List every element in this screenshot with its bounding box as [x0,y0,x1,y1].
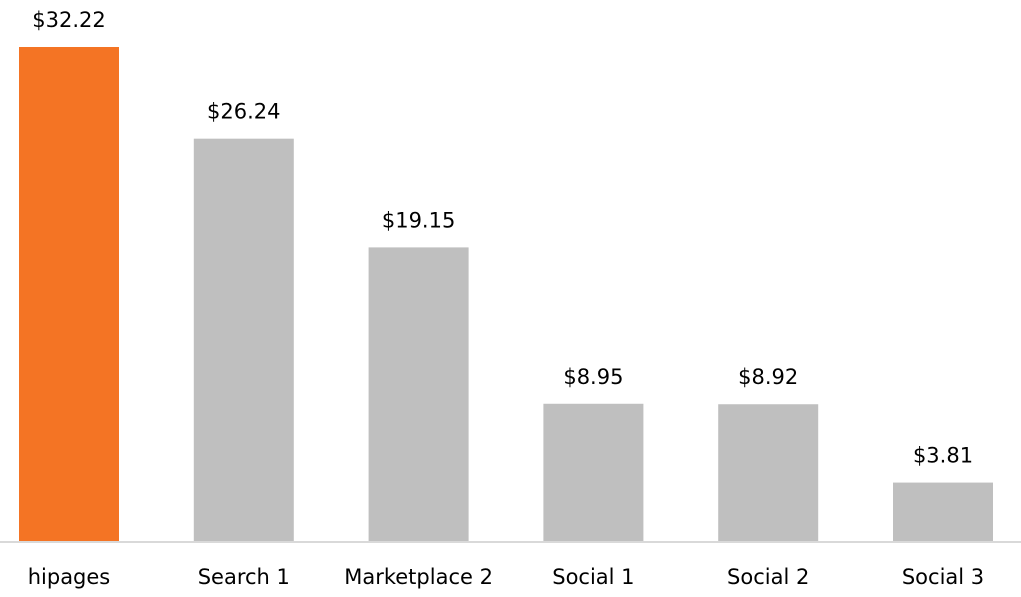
bar [718,404,819,541]
x-tick-label: Search 1 [198,565,290,589]
value-label: $32.22 [32,8,105,32]
bar [893,482,993,541]
x-tick-label: Social 2 [727,565,809,589]
value-label: $26.24 [207,100,280,124]
value-label: $19.15 [382,208,455,232]
value-label: $3.81 [913,444,973,468]
bar [543,403,644,541]
x-tick-label: Social 1 [552,565,634,589]
bar [19,47,119,541]
x-tick-label: hipages [28,565,111,589]
bar [193,138,294,541]
x-tick-label: Social 3 [902,565,984,589]
bar [368,247,469,541]
x-tick-label: Marketplace 2 [344,565,493,589]
value-label: $8.92 [738,365,798,389]
value-label: $8.95 [563,365,623,389]
